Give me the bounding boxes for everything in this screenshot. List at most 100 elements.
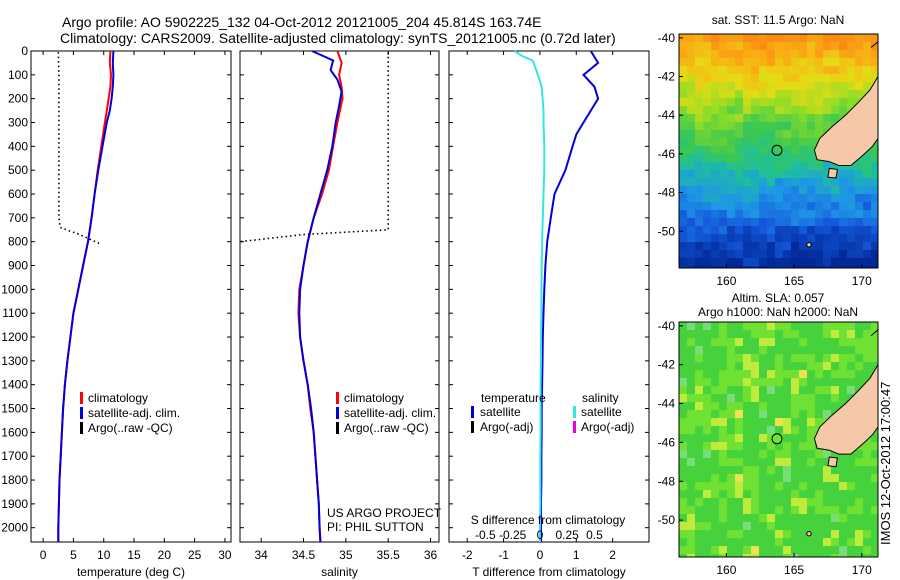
map-cell — [775, 386, 783, 394]
map-cell — [863, 226, 871, 234]
map-cell — [759, 266, 767, 268]
map-cell — [831, 506, 839, 514]
map-cell — [703, 210, 711, 218]
map-cell — [759, 554, 767, 557]
map-cell — [855, 474, 863, 482]
map-cell — [791, 410, 799, 418]
map-cell — [799, 186, 807, 194]
map-cell — [687, 170, 695, 178]
map-cell — [783, 114, 791, 122]
map-cell — [687, 354, 695, 362]
map-cell — [751, 106, 759, 114]
map-cell — [807, 146, 815, 154]
map-cell — [799, 122, 807, 130]
map-cell — [735, 250, 743, 258]
map-cell — [863, 522, 871, 530]
map-cell — [799, 434, 807, 442]
map-cell — [783, 42, 791, 50]
map-cell — [695, 194, 703, 202]
map-cell — [847, 490, 855, 498]
legend-swatch — [573, 406, 576, 418]
map-cell — [743, 266, 751, 268]
map-cell — [711, 106, 719, 114]
map-cell — [719, 202, 727, 210]
map-cell — [719, 130, 727, 138]
series-line-satellite-adj-clim- — [57, 50, 115, 542]
map-cell — [751, 74, 759, 82]
map-cell — [831, 482, 839, 490]
map-cell — [871, 466, 878, 474]
temperature-panel: 0100200300400500600700800900100011001200… — [1, 44, 232, 579]
map-cell — [711, 362, 719, 370]
map-cell — [847, 266, 855, 268]
map-cell — [695, 506, 703, 514]
map-cell — [743, 258, 751, 266]
map-cell — [831, 466, 839, 474]
map-cell — [743, 58, 751, 66]
y-tick-label: -42 — [658, 358, 676, 372]
map-cell — [719, 346, 727, 354]
map-cell — [679, 178, 687, 186]
map-cell — [791, 370, 799, 378]
map-cell — [791, 418, 799, 426]
map-cell — [823, 546, 831, 554]
map-cell — [823, 530, 831, 538]
map-cell — [815, 354, 823, 362]
map-cell — [703, 370, 711, 378]
map-cell — [775, 410, 783, 418]
map-cell — [727, 506, 735, 514]
map-cell — [831, 514, 839, 522]
map-cell — [767, 362, 775, 370]
map-cell — [775, 346, 783, 354]
map-cell — [695, 106, 703, 114]
map-cell — [719, 530, 727, 538]
map-cell — [799, 418, 807, 426]
map-cell — [751, 186, 759, 194]
top-tick-label: 0.25 — [556, 528, 580, 542]
map-cell — [783, 106, 791, 114]
map-cell — [791, 226, 799, 234]
map-cell — [735, 98, 743, 106]
map-cell — [719, 90, 727, 98]
map-cell — [719, 338, 727, 346]
map-cell — [783, 418, 791, 426]
map-cell — [743, 338, 751, 346]
map-cell — [759, 474, 767, 482]
map-cell — [775, 418, 783, 426]
map-title: Argo h1000: NaN h2000: NaN — [698, 305, 858, 319]
map-cell — [855, 506, 863, 514]
map-cell — [767, 546, 775, 554]
map-cell — [767, 34, 775, 42]
map-cell — [855, 34, 863, 42]
map-cell — [839, 50, 847, 58]
map-cell — [863, 162, 871, 170]
map-cell — [719, 154, 727, 162]
map-cell — [863, 482, 871, 490]
map-cell — [759, 146, 767, 154]
map-cell — [823, 458, 831, 466]
map-cell — [767, 242, 775, 250]
map-cell — [759, 498, 767, 506]
map-cell — [727, 538, 735, 546]
map-cell — [807, 346, 815, 354]
map-cell — [775, 74, 783, 82]
map-cell — [775, 506, 783, 514]
y-tick-label: 100 — [8, 68, 28, 82]
map-cell — [847, 506, 855, 514]
map-cell — [839, 546, 847, 554]
map-cell — [711, 466, 719, 474]
map-cell — [855, 250, 863, 258]
map-cell — [823, 34, 831, 42]
map-cell — [783, 458, 791, 466]
map-cell — [783, 506, 791, 514]
map-cell — [727, 66, 735, 74]
map-cell — [815, 506, 823, 514]
map-cell — [855, 210, 863, 218]
map-cell — [783, 490, 791, 498]
map-cell — [807, 58, 815, 66]
map-cell — [799, 394, 807, 402]
map-cell — [823, 42, 831, 50]
map-cell — [871, 250, 878, 258]
map-cell — [807, 402, 815, 410]
map-cell — [799, 522, 807, 530]
